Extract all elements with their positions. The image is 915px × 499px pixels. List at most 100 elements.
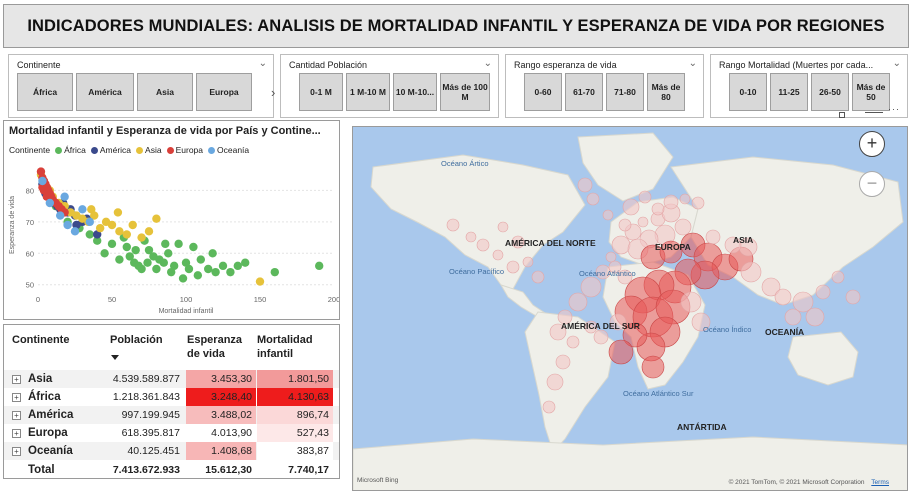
map-bubble[interactable] [546,373,564,391]
legend-item-asia[interactable]: Asia [136,145,162,155]
map-bubble[interactable] [566,335,580,349]
map-bubble[interactable] [506,260,520,274]
scatter-point[interactable] [78,205,87,214]
scatter-point[interactable] [60,192,69,201]
scatter-point[interactable] [56,211,65,220]
filter-icon[interactable] [865,112,883,118]
map-bubble[interactable] [641,355,665,379]
matrix-header-esperanza[interactable]: Esperanza de vida [187,334,243,360]
chevron-down-icon[interactable]: ⌄ [483,58,492,69]
scatter-point[interactable] [178,274,188,283]
map-bubble[interactable] [609,313,627,331]
map-bubble[interactable] [622,322,648,348]
map-bubble[interactable] [622,198,640,216]
map-bubble[interactable] [659,240,683,264]
slicer-poblacion-item-0-1m[interactable]: 0-1 M [299,73,343,111]
table-row[interactable]: + África 1.218.361.843 3.248,40 4.130,63 [4,388,339,406]
scatter-point[interactable] [90,211,99,220]
map-bubble[interactable] [522,256,534,268]
scatter-point[interactable] [95,223,105,233]
scatter-point[interactable] [87,205,96,214]
map-bubble[interactable] [845,289,861,305]
scatter-point[interactable] [208,249,217,258]
scatter-point[interactable] [204,264,213,274]
scatter-point[interactable] [211,267,220,277]
scatter-point[interactable] [169,261,179,271]
matrix-header-continente[interactable]: Continente [12,334,70,346]
map-bubble[interactable] [724,236,742,254]
scatter-point[interactable] [143,258,152,267]
map-bubble[interactable] [465,231,477,243]
slicer-continente-item-europa[interactable]: Europa [196,73,252,111]
matrix-header-poblacion[interactable]: Población [110,334,163,346]
scatter-point[interactable] [45,198,55,208]
slicer-esperanza-item-61-70[interactable]: 61-70 [565,73,603,111]
terms-link[interactable]: Terms [871,479,889,486]
map-bubble[interactable] [492,249,504,261]
scatter-point[interactable] [174,239,183,249]
chevron-down-icon[interactable]: ⌄ [258,58,267,69]
sort-desc-icon[interactable] [111,355,119,360]
map-bubble[interactable] [476,238,490,252]
map-bubble[interactable] [805,307,825,327]
map-bubble[interactable] [584,320,598,334]
map-bubble[interactable] [593,329,609,345]
map-bubble[interactable] [611,235,631,255]
map-bubble[interactable] [792,291,814,313]
map-bubble[interactable] [549,323,567,341]
map-bubble[interactable] [680,291,702,313]
map-bubble[interactable] [651,202,665,216]
map-bubble[interactable] [580,276,602,298]
scatter-point[interactable] [181,258,191,267]
scatter-point[interactable] [38,183,47,192]
scatter-point[interactable] [115,227,124,236]
scatter-point[interactable] [152,214,161,223]
map-bubble[interactable] [608,260,622,274]
zoom-out-button[interactable]: − [859,171,885,197]
scatter-point[interactable] [70,227,80,236]
map-bubble[interactable] [691,196,705,210]
slicer-poblacion-item-1-10m[interactable]: 1 M-10 M [346,73,390,111]
expand-icon[interactable]: + [12,447,21,456]
map-bubble[interactable] [638,190,652,204]
scatter-point[interactable] [107,239,117,249]
scatter-point[interactable] [122,230,131,239]
scatter-point[interactable] [72,220,81,230]
map-bubble[interactable] [557,309,573,325]
scatter-point[interactable] [107,220,117,230]
scatter-point[interactable] [167,267,176,277]
map-bubble[interactable] [577,177,593,193]
table-row[interactable]: + América 997.199.945 3.488,02 896,74 [4,406,339,424]
zoom-in-button[interactable]: + [859,131,885,157]
map-bubble[interactable] [774,288,792,306]
map-bubble[interactable] [497,221,509,233]
scatter-point[interactable] [125,252,134,261]
scatter-point[interactable] [144,245,154,255]
map-bubble[interactable] [618,218,632,232]
map-bubble[interactable] [568,292,588,312]
scatter-point[interactable] [131,245,140,255]
scatter-point[interactable] [38,176,47,186]
slicer-esperanza-item-mas-80[interactable]: Más de 80 [647,73,685,111]
map-bubble[interactable] [784,308,802,326]
scatter-point[interactable] [137,233,146,242]
scatter-point[interactable] [144,227,154,236]
map-bubble[interactable] [617,269,633,285]
scatter-point[interactable] [189,242,198,252]
expand-icon[interactable]: + [12,393,21,402]
table-row[interactable]: + Europa 618.395.817 4.013,90 527,43 [4,424,339,442]
map-bubble[interactable] [542,400,556,414]
map-bubble[interactable] [831,270,845,284]
table-row[interactable]: + Oceanía 40.125.451 1.408,68 383,87 [4,442,339,460]
map-bubble[interactable] [605,251,617,263]
scatter-point[interactable] [85,217,95,227]
legend-item-america[interactable]: América [90,145,131,155]
expand-icon[interactable]: + [12,411,21,420]
scatter-point[interactable] [241,258,250,267]
map-bubble[interactable] [637,216,649,228]
chevron-down-icon[interactable]: ⌄ [688,58,697,69]
map-bubble[interactable] [446,218,460,232]
map-bubble[interactable] [511,235,525,249]
slicer-continente-item-america[interactable]: América [76,73,134,111]
